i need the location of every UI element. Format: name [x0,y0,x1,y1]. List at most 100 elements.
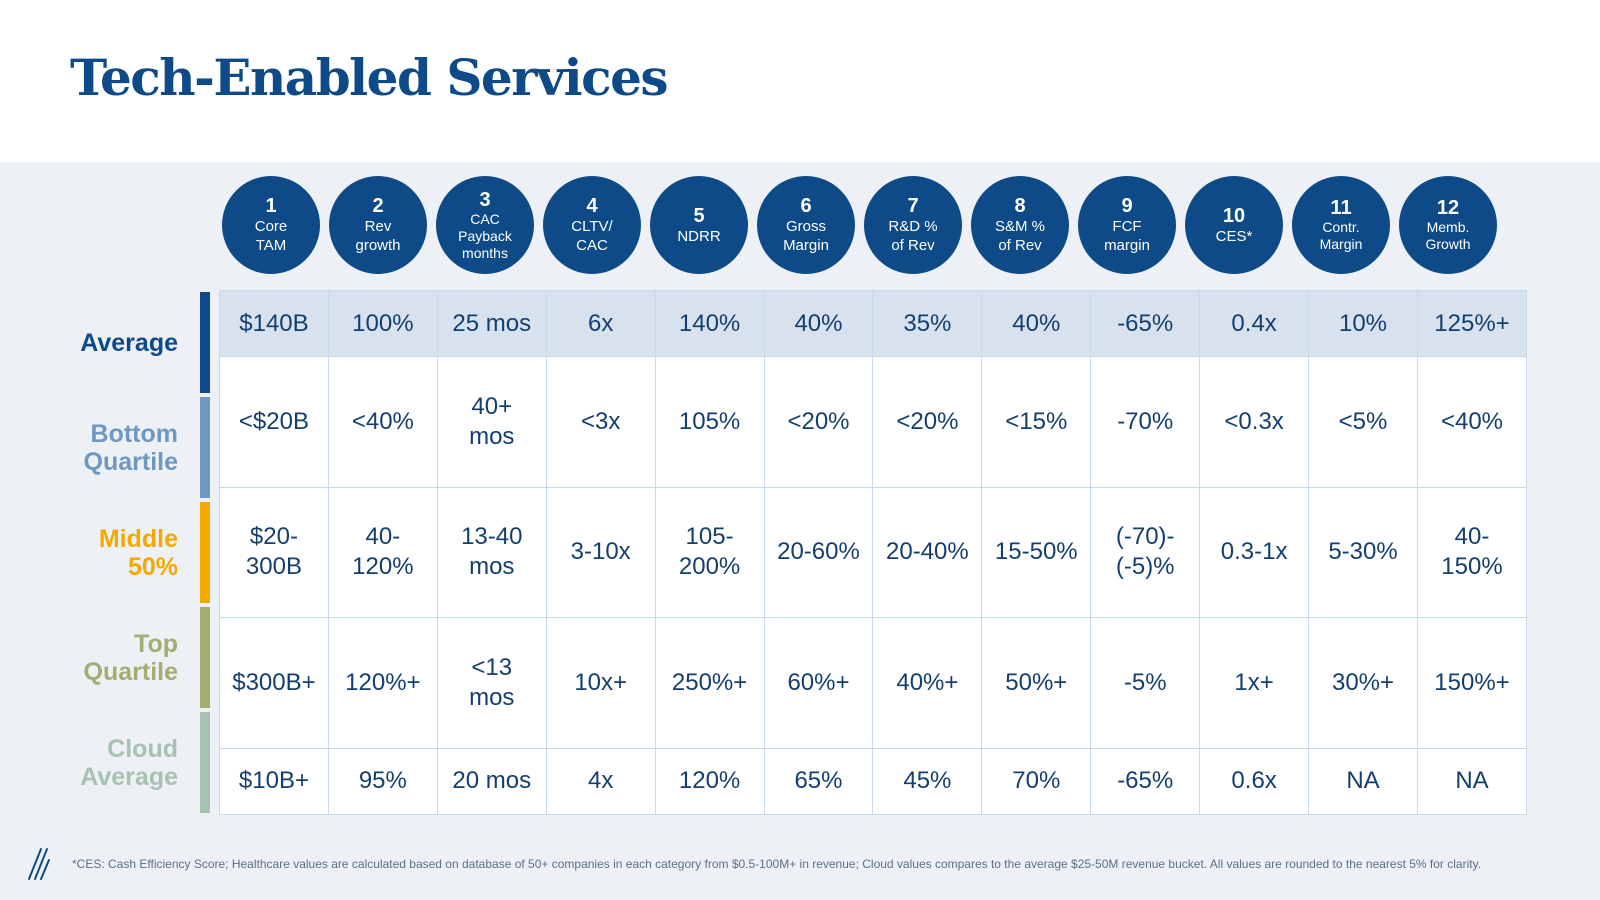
metric-header-5: 5 NDRR [650,176,748,274]
table-cell: 40+ mos [436,356,547,488]
table-cell: <5% [1308,356,1418,488]
table-row: $300B+ 120%+ <13 mos 10x+ 250%+ 60%+ 40%+ 50%+ -… [219,617,1528,749]
table-cell: 40%+ [872,617,983,749]
metric-label: CAC Payback months [458,210,512,261]
metric-header-8: 8 S&M % of Rev [971,176,1069,274]
table-cell: <40% [1416,356,1528,488]
table-cell: 0.4x [1199,289,1310,358]
table-cell: <13 mos [436,617,547,749]
table-cell: 4x [545,747,656,816]
row-label-4: Top Quartile [83,629,178,686]
table-cell: 35% [872,289,983,358]
table-cell: 140% [654,289,765,358]
table-cell: 60%+ [763,617,874,749]
table-cell: NA [1416,747,1528,816]
table-cell: -70% [1090,356,1201,488]
metric-header-3: 3 CAC Payback months [436,176,534,274]
metric-header-9: 9 FCF margin [1078,176,1176,274]
metric-label: Rev growth [355,218,401,254]
table-cell: 45% [872,747,983,816]
table-cell: 25 mos [436,289,547,358]
row-label-3: Middle 50% [98,524,178,581]
table-row: $10B+ 95% 20 mos 4x 120% 65% 45% 70% -65% 0.6x NA N… [219,747,1528,816]
metric-number: 4 [586,195,598,217]
table-cell: 6x [545,289,656,358]
table-cell: 3-10x [545,486,656,619]
table-cell: 65% [763,747,874,816]
metric-number: 11 [1330,197,1352,219]
table-cell: 250%+ [654,617,765,749]
table-cell: (-70)- (-5)% [1090,486,1201,619]
table-cell: $140B [219,289,329,358]
table-cell: -5% [1090,617,1201,749]
table-cell: 95% [327,747,438,816]
metric-number: 1 [265,195,277,217]
table-cell: 40% [981,289,1092,358]
table-cell: 105- 200% [654,486,765,619]
table-cell: 40- 150% [1416,486,1528,619]
table-cell: NA [1308,747,1418,816]
metric-label: S&M % of Rev [994,218,1045,254]
table-cell: 10% [1308,289,1418,358]
metric-label: Memb. Growth [1425,219,1471,252]
metric-number: 6 [800,195,812,217]
metric-number: 7 [907,195,919,217]
table-cell: 5-30% [1308,486,1418,619]
row-color-bar [200,607,210,708]
benchmark-table: $140B 100% 25 mos 6x 140% 40% 35% 40% -65% 0.4x 10… [219,289,1528,816]
table-cell: $300B+ [219,617,329,749]
metric-number: 9 [1121,195,1133,217]
metric-label: Gross Margin [783,218,829,254]
table-cell: 15-50% [981,486,1092,619]
table-cell: 1x+ [1199,617,1310,749]
row-color-bar [200,502,210,603]
metric-header-6: 6 Gross Margin [757,176,855,274]
page-title: Tech-Enabled Services [70,48,669,107]
metric-header-11: 11 Contr. Margin [1292,176,1390,274]
table-cell: 70% [981,747,1092,816]
table-cell: 40- 120% [327,486,438,619]
table-cell: 0.3-1x [1199,486,1310,619]
table-cell: 105% [654,356,765,488]
metric-number: 5 [693,204,705,227]
metric-header-12: 12 Memb. Growth [1399,176,1497,274]
footnote: *CES: Cash Efficiency Score; Healthcare … [72,857,1482,871]
table-cell: <20% [872,356,983,488]
table-cell: 100% [327,289,438,358]
table-cell: 20-60% [763,486,874,619]
row-color-bar [200,292,210,393]
table-cell: 125%+ [1416,289,1528,358]
metric-label: NDRR [677,227,721,245]
brand-logo-icon [28,848,50,880]
metric-label: FCF margin [1104,218,1150,254]
table-cell: 120%+ [327,617,438,749]
row-label-1: Average [80,328,178,357]
metric-header-1: 1 Core TAM [222,176,320,274]
row-color-bar [200,397,210,498]
table-cell: 10x+ [545,617,656,749]
table-cell: <40% [327,356,438,488]
metric-header-10: 10 CES* [1185,176,1283,274]
row-label-5: Cloud Average [80,734,178,791]
metric-number: 10 [1222,204,1246,227]
metric-label: CLTV/ CAC [571,218,613,254]
table-cell: 30%+ [1308,617,1418,749]
metric-header-4: 4 CLTV/ CAC [543,176,641,274]
row-color-bar [200,712,210,813]
table-row: $140B 100% 25 mos 6x 140% 40% 35% 40% -65% 0.4x 10… [219,289,1528,358]
table-cell: <3x [545,356,656,488]
table-cell: 13-40 mos [436,486,547,619]
table-cell: -65% [1090,289,1201,358]
metric-header-7: 7 R&D % of Rev [864,176,962,274]
table-cell: -65% [1090,747,1201,816]
metric-label: Core TAM [254,218,288,254]
metric-label: CES* [1215,227,1253,245]
table-cell: <20% [763,356,874,488]
metric-number: 2 [372,195,384,217]
table-cell: $20- 300B [219,486,329,619]
metric-number: 12 [1436,197,1460,219]
table-row: <$20B <40% 40+ mos <3x 105% <20% <20% <15% -70% <… [219,356,1528,488]
row-label-2: Bottom Quartile [83,419,178,476]
metric-number: 8 [1014,195,1026,217]
table-cell: <0.3x [1199,356,1310,488]
